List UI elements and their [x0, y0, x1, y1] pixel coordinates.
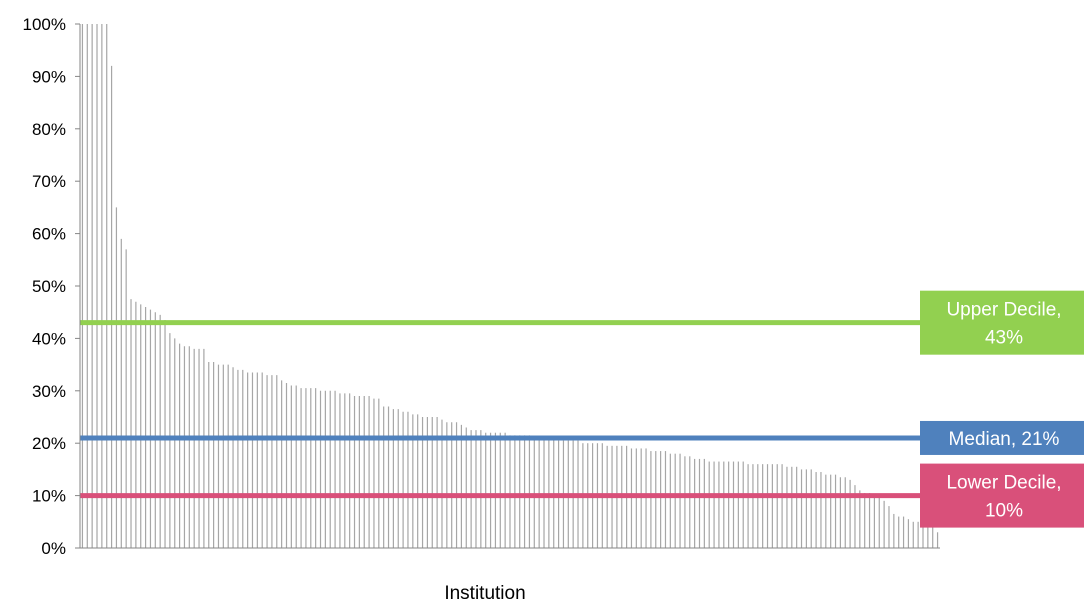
reference-lines-group — [80, 320, 1084, 499]
y-tick-label: 80% — [32, 120, 66, 139]
bars-group — [81, 24, 939, 548]
y-tick-label: 100% — [23, 15, 66, 34]
y-tick-label: 90% — [32, 67, 66, 86]
y-tick-label: 50% — [32, 277, 66, 296]
y-tick-label: 20% — [32, 434, 66, 453]
y-tick-label: 70% — [32, 172, 66, 191]
median-label: Median, 21% — [920, 420, 1084, 455]
label-line-1: Upper Decile, — [946, 300, 1061, 321]
label-line-2: 43% — [985, 328, 1023, 349]
label-box — [920, 463, 1084, 528]
label-line-1: Median, 21% — [949, 429, 1060, 450]
label-line-2: 10% — [985, 501, 1023, 522]
label-line-1: Lower Decile, — [946, 473, 1061, 494]
y-tick-labels: 0% 10% 20% 30% 40% 50% 60% 70% 80% 90% 100% — [23, 15, 80, 558]
upper-decile-label: Upper Decile, 43% — [920, 290, 1084, 355]
y-tick-label: 0% — [41, 539, 66, 558]
x-axis-title: Institution — [444, 583, 525, 601]
y-tick-label: 60% — [32, 225, 66, 244]
label-box — [920, 290, 1084, 355]
reference-labels-group: Upper Decile, 43% Median, 21% Lower Decile,… — [920, 290, 1084, 528]
lower-decile-label: Lower Decile, 10% — [920, 463, 1084, 528]
y-tick-label: 40% — [32, 329, 66, 348]
label-box — [920, 420, 1084, 455]
y-tick-label: 30% — [32, 382, 66, 401]
y-tick-label: 10% — [32, 487, 66, 506]
